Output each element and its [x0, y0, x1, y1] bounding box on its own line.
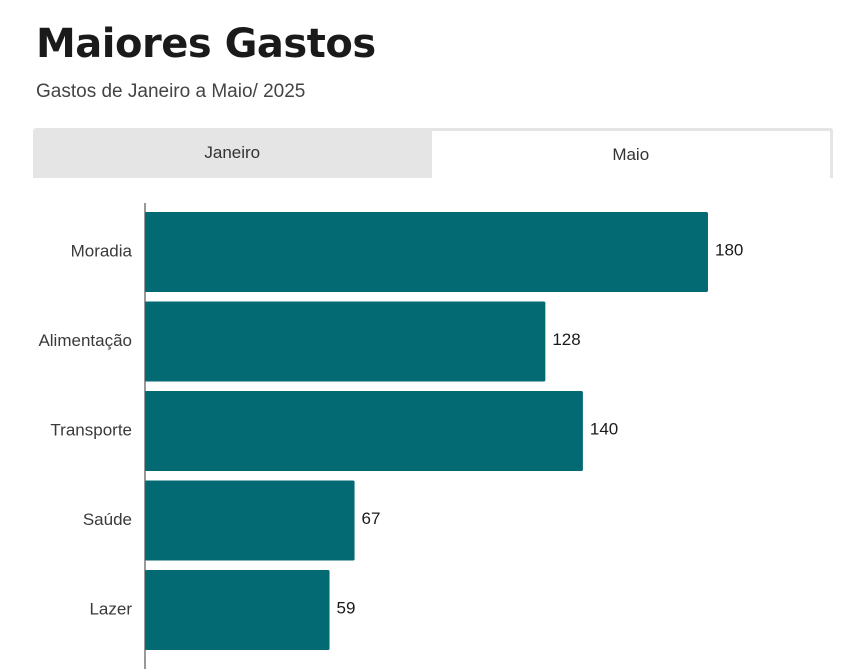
- bar: [145, 570, 330, 650]
- category-label: Transporte: [50, 420, 132, 439]
- category-label: Alimentação: [38, 331, 132, 350]
- bar: [145, 301, 546, 382]
- category-label: Lazer: [89, 599, 132, 618]
- month-tabs: Janeiro Maio: [33, 128, 833, 178]
- data-label: 59: [337, 598, 356, 617]
- data-label: 140: [590, 419, 618, 438]
- category-label: Saúde: [83, 510, 132, 529]
- bar: [145, 212, 708, 292]
- data-label: 128: [552, 330, 580, 349]
- category-label: Moradia: [71, 241, 133, 260]
- data-label: 180: [715, 240, 743, 259]
- bar: [145, 480, 355, 561]
- page-subtitle: Gastos de Janeiro a Maio/ 2025: [36, 81, 306, 102]
- page-title: Maiores Gastos: [36, 21, 376, 67]
- bar: [145, 391, 583, 471]
- data-label: 67: [362, 509, 381, 528]
- tab-janeiro[interactable]: Janeiro: [33, 128, 432, 178]
- tab-maio[interactable]: Maio: [431, 128, 833, 178]
